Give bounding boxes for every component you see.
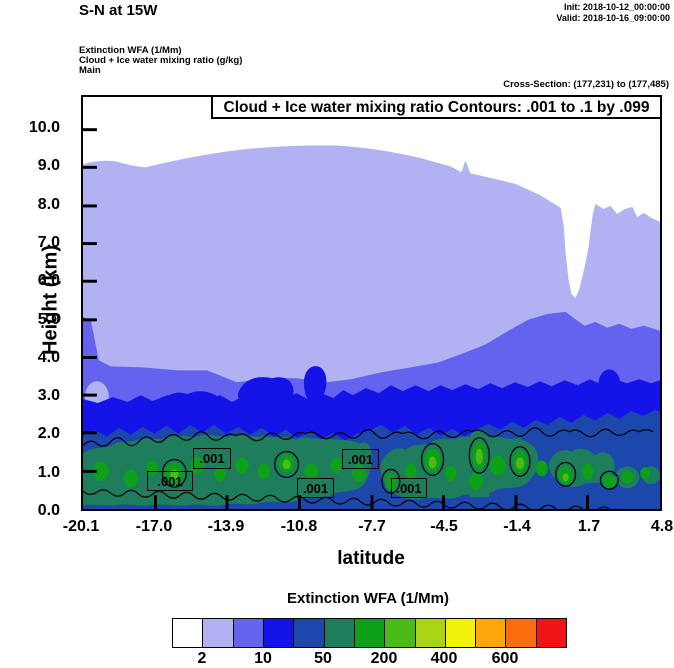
x-tick-label: -10.8 bbox=[280, 518, 318, 535]
colorbar-tick-label: 2 bbox=[197, 650, 207, 667]
y-axis-title: Height (km) bbox=[39, 245, 62, 355]
colorbar-cell bbox=[324, 619, 355, 647]
contour-label-box: .001 bbox=[297, 478, 334, 498]
field-line-mixing-ratio: Cloud + Ice water mixing ratio (g/kg) bbox=[79, 55, 243, 66]
contour-label-box: .001 bbox=[147, 471, 193, 491]
colorbar-tick-label: 10 bbox=[254, 650, 272, 667]
y-tick-label: 6.0 bbox=[37, 272, 60, 289]
field-line-domain: Main bbox=[79, 65, 101, 76]
colorbar-cell bbox=[415, 619, 446, 647]
valid-time: Valid: 2018-10-16_09:00:00 bbox=[556, 13, 670, 23]
contour-info-banner: Cloud + Ice water mixing ratio Contours:… bbox=[211, 95, 662, 119]
colorbar bbox=[172, 618, 567, 648]
y-tick-label: 2.0 bbox=[37, 425, 60, 442]
colorbar-title: Extinction WFA (1/Mm) bbox=[287, 590, 449, 607]
field-line-extinction: Extinction WFA (1/Mm) bbox=[79, 45, 182, 56]
y-tick-label: 7.0 bbox=[37, 234, 60, 251]
x-tick-label: 1.7 bbox=[577, 518, 601, 535]
colorbar-cell bbox=[203, 619, 234, 647]
axis-tick-marks bbox=[83, 128, 589, 509]
init-time: Init: 2018-10-12_00:00:00 bbox=[563, 2, 670, 12]
colorbar-cell bbox=[354, 619, 386, 647]
colorbar-tick-label: 600 bbox=[491, 650, 519, 667]
y-tick-label: 5.0 bbox=[37, 311, 60, 328]
colorbar-cell bbox=[506, 619, 537, 647]
x-tick-label: -1.4 bbox=[503, 518, 531, 535]
contour-plot-area: Cloud + Ice water mixing ratio Contours:… bbox=[81, 95, 662, 511]
mixing-ratio-contours bbox=[83, 427, 654, 509]
y-tick-label: 4.0 bbox=[37, 349, 60, 366]
y-tick-label: 1.0 bbox=[37, 464, 60, 481]
colorbar-cell bbox=[536, 619, 567, 647]
colorbar-tick-label: 200 bbox=[370, 650, 398, 667]
colorbar-cell bbox=[445, 619, 477, 647]
x-axis-title: latitude bbox=[337, 548, 405, 569]
cross-section-label: Cross-Section: (177,231) to (177,485) bbox=[503, 79, 669, 90]
colorbar-cell bbox=[173, 619, 204, 647]
colorbar-cell bbox=[476, 619, 507, 647]
colorbar-cell bbox=[233, 619, 264, 647]
init-valid-times: Init: 2018-10-12_00:00:00 Valid: 2018-10… bbox=[556, 2, 670, 24]
contour-label-box: .001 bbox=[342, 449, 379, 469]
blue-blobs bbox=[158, 366, 621, 429]
x-tick-label: -17.0 bbox=[135, 518, 173, 535]
contour-plot-canvas bbox=[83, 97, 660, 509]
page-title: S-N at 15W bbox=[79, 2, 158, 19]
contour-label-box: .001 bbox=[391, 478, 427, 498]
x-tick-label: -7.7 bbox=[358, 518, 386, 535]
y-tick-label: 3.0 bbox=[37, 387, 60, 404]
colorbar-tick-label: 400 bbox=[430, 650, 458, 667]
x-tick-label: -13.9 bbox=[207, 518, 245, 535]
y-tick-label: 0.0 bbox=[37, 502, 60, 519]
contour-label-box: .001 bbox=[193, 448, 231, 469]
y-tick-label: 9.0 bbox=[37, 157, 60, 174]
y-tick-label: 10.0 bbox=[28, 119, 60, 136]
x-tick-label: 4.8 bbox=[650, 518, 674, 535]
colorbar-cell bbox=[263, 619, 295, 647]
x-tick-label: -4.5 bbox=[430, 518, 458, 535]
x-tick-label: -20.1 bbox=[62, 518, 100, 535]
y-tick-label: 8.0 bbox=[37, 196, 60, 213]
colorbar-cell bbox=[385, 619, 416, 647]
colorbar-tick-label: 50 bbox=[314, 650, 332, 667]
colorbar-cell bbox=[294, 619, 325, 647]
